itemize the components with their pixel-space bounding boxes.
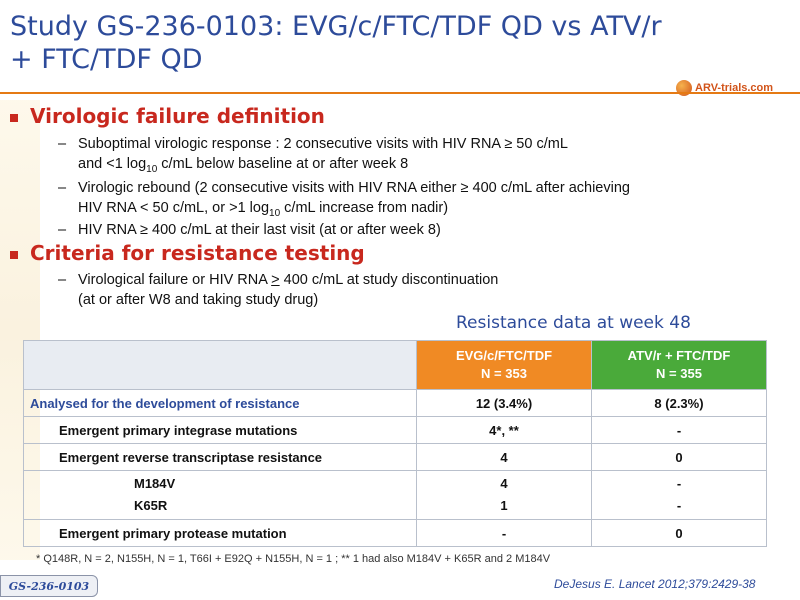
reference-citation: DeJesus E. Lancet 2012;379:2429-38 <box>554 577 756 591</box>
table-row: M184V K65R 4 1 - - <box>23 470 767 520</box>
list-item: – Virologic rebound (2 consecutive visits… <box>58 180 630 219</box>
row-label: Emergent primary integrase mutations <box>23 416 417 444</box>
cell-atv: 0 <box>591 519 767 547</box>
resistance-table: EVG/c/FTC/TDF N = 353 ATV/r + FTC/TDF N … <box>23 340 767 547</box>
page-title: Study GS-236-0103: EVG/c/FTC/TDF QD vs A… <box>10 10 730 76</box>
cell-evg: 4*, ** <box>416 416 592 444</box>
title-line-2: + FTC/TDF QD <box>10 44 203 75</box>
list-item: – Virological failure or HIV RNA > 400 c/… <box>58 272 499 308</box>
row-label: M184V K65R <box>23 470 417 520</box>
cell-atv: 8 (2.3%) <box>591 389 767 417</box>
header-blank-cell <box>23 340 417 390</box>
title-divider <box>0 92 800 94</box>
header-atv-arm: ATV/r + FTC/TDF N = 355 <box>591 340 767 390</box>
cell-evg: 4 <box>416 443 592 471</box>
table-title: Resistance data at week 48 <box>456 313 691 333</box>
table-row: Emergent primary integrase mutations 4*,… <box>23 416 767 444</box>
square-bullet-icon <box>10 113 18 122</box>
cell-atv: - - <box>591 470 767 520</box>
row-label: Analysed for the development of resistan… <box>23 389 417 417</box>
title-line-1: Study GS-236-0103: EVG/c/FTC/TDF QD vs A… <box>10 11 662 42</box>
cell-evg: 12 (3.4%) <box>416 389 592 417</box>
table-header-row: EVG/c/FTC/TDF N = 353 ATV/r + FTC/TDF N … <box>23 340 767 390</box>
cell-atv: 0 <box>591 443 767 471</box>
cell-atv: - <box>591 416 767 444</box>
section-heading-virologic-failure: Virologic failure definition <box>10 104 325 128</box>
table-row: Emergent reverse transcriptase resistanc… <box>23 443 767 471</box>
study-tag: GS-236-0103 <box>0 575 98 597</box>
list-item: – HIV RNA ≥ 400 c/mL at their last visit … <box>58 222 441 238</box>
section-heading-resistance-testing: Criteria for resistance testing <box>10 241 365 265</box>
logo-text: ARV-trials.com <box>695 82 774 94</box>
row-label: Emergent primary protease mutation <box>23 519 417 547</box>
table-row: Emergent primary protease mutation - 0 <box>23 519 767 547</box>
square-bullet-icon <box>10 250 18 259</box>
row-label: Emergent reverse transcriptase resistanc… <box>23 443 417 471</box>
list-item: – Suboptimal virologic response : 2 conse… <box>58 136 568 175</box>
cell-evg: 4 1 <box>416 470 592 520</box>
footnote: * Q148R, N = 2, N155H, N = 1, T66I + E92… <box>36 553 551 565</box>
header-evg-arm: EVG/c/FTC/TDF N = 353 <box>416 340 592 390</box>
table-row: Analysed for the development of resistan… <box>23 389 767 417</box>
cell-evg: - <box>416 519 592 547</box>
arv-trials-logo: ARV-trials.com <box>676 78 794 98</box>
